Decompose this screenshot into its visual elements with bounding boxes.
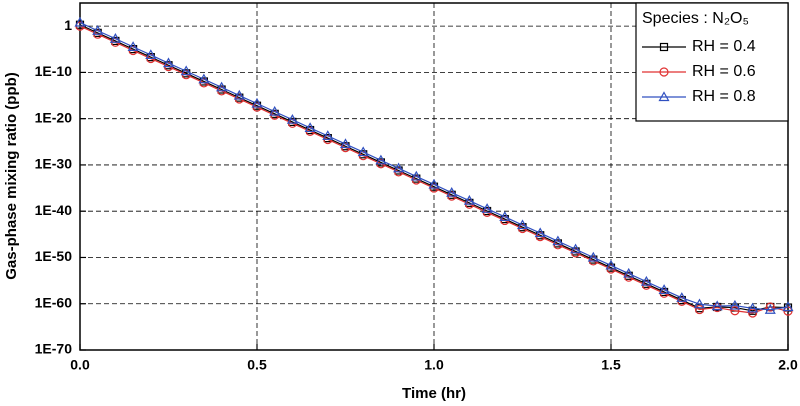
x-tick-label: 1.0 <box>424 357 444 373</box>
marker <box>375 154 387 165</box>
marker <box>694 304 705 315</box>
marker <box>605 259 617 270</box>
marker <box>216 81 228 92</box>
marker <box>570 243 582 254</box>
y-tick-label: 1E-40 <box>35 202 73 218</box>
legend-label: RH = 0.8 <box>692 88 756 105</box>
marker <box>747 302 759 313</box>
y-axis-title: Gas-phase mixing ratio (ppb) <box>3 72 20 280</box>
marker <box>481 203 493 213</box>
marker <box>499 211 511 221</box>
marker <box>304 122 316 133</box>
marker <box>92 25 104 35</box>
y-tick-label: 1E-70 <box>35 341 73 357</box>
marker <box>446 186 458 197</box>
marker <box>747 308 758 318</box>
y-tick-label: 1E-50 <box>35 248 73 264</box>
marker <box>516 219 529 230</box>
marker <box>428 178 440 189</box>
y-tick-label: 1E-30 <box>35 156 73 172</box>
x-tick-label: 0.5 <box>247 357 267 373</box>
series-line <box>79 24 789 312</box>
legend-title: Species : N₂O₅ <box>642 10 749 27</box>
marker <box>552 235 564 246</box>
marker <box>180 65 192 76</box>
marker <box>676 292 688 302</box>
marker <box>145 49 157 60</box>
marker <box>286 113 298 124</box>
series-line <box>79 21 789 311</box>
marker <box>659 42 669 52</box>
marker <box>127 41 139 51</box>
marker <box>711 300 723 311</box>
marker <box>640 275 652 286</box>
marker <box>322 130 334 140</box>
marker <box>410 170 422 181</box>
marker <box>251 97 263 108</box>
y-tick-label: 1 <box>64 17 72 33</box>
marker <box>233 89 245 100</box>
marker <box>109 32 121 43</box>
marker <box>658 91 670 102</box>
legend-box <box>635 2 789 122</box>
x-tick-label: 2.0 <box>778 357 798 373</box>
marker <box>463 194 475 205</box>
marker <box>764 304 776 314</box>
marker <box>74 16 86 27</box>
marker <box>357 146 369 157</box>
y-tick-label: 1E-10 <box>35 63 73 79</box>
marker <box>782 301 794 312</box>
marker <box>658 284 670 294</box>
marker <box>269 105 281 116</box>
x-tick-label: 0.0 <box>70 357 90 373</box>
y-tick-label: 1E-60 <box>35 294 73 310</box>
y-tick-label: 1E-20 <box>35 109 73 125</box>
marker <box>729 299 741 310</box>
marker <box>623 267 635 278</box>
marker <box>730 306 740 316</box>
marker <box>162 57 175 68</box>
marker <box>765 302 775 312</box>
legend-label: RH = 0.6 <box>692 63 756 80</box>
marker <box>393 162 405 173</box>
marker <box>693 298 706 309</box>
plot-frame <box>79 2 789 351</box>
marker <box>339 138 352 149</box>
marker <box>587 251 599 262</box>
marker <box>659 67 669 77</box>
x-tick-label: 1.5 <box>601 357 621 373</box>
marker <box>534 227 546 238</box>
marker <box>198 73 210 84</box>
x-axis-title: Time (hr) <box>402 385 466 402</box>
legend-label: RH = 0.4 <box>692 38 756 55</box>
